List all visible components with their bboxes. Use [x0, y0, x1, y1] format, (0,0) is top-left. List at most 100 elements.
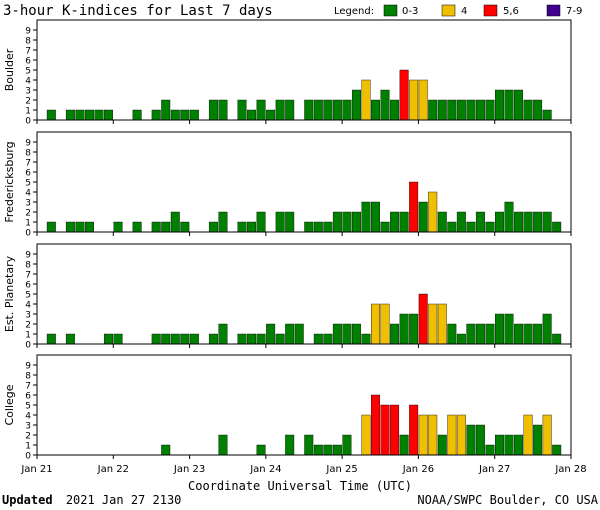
k-index-bar: [495, 313, 504, 345]
k-index-bar: [332, 444, 342, 456]
k-index-bar: [380, 221, 390, 233]
k-index-bar: [247, 333, 257, 345]
k-index-bar: [475, 323, 485, 345]
k-index-bar: [399, 211, 409, 233]
k-index-bar: [485, 444, 495, 456]
k-index-bar: [504, 201, 514, 233]
k-index-bar: [180, 221, 190, 233]
k-index-bar: [447, 221, 457, 233]
y-tick-label: 4: [25, 412, 31, 422]
k-index-bar: [180, 109, 190, 121]
k-index-bar: [218, 434, 228, 456]
k-index-bar: [437, 211, 447, 233]
y-tick-label: 2: [25, 209, 31, 219]
y-tick-label: 4: [25, 189, 31, 199]
k-index-bar: [418, 79, 428, 121]
k-index-bar: [304, 434, 314, 456]
k-index-bar: [390, 404, 400, 456]
k-index-bar: [132, 221, 142, 233]
k-index-bar: [304, 221, 314, 233]
station-label: Boulder: [3, 48, 16, 91]
k-index-bar: [151, 109, 161, 121]
k-index-bar: [208, 333, 218, 345]
k-index-bar: [428, 414, 438, 456]
k-index-bar: [247, 109, 257, 121]
k-index-bar: [285, 323, 295, 345]
k-index-bar: [466, 424, 476, 456]
k-index-bar: [542, 313, 552, 345]
k-index-bar: [523, 211, 533, 233]
y-tick-label: 6: [25, 281, 31, 291]
k-index-bar: [399, 313, 409, 345]
k-index-bar: [361, 201, 371, 233]
k-index-bar: [323, 99, 333, 121]
k-index-bar: [351, 323, 361, 345]
k-index-bar: [218, 99, 228, 121]
footer-credit: NOAA/SWPC Boulder, CO USA: [417, 493, 598, 507]
k-index-bar: [504, 313, 514, 345]
k-index-bar: [552, 444, 562, 456]
k-index-bar: [161, 221, 171, 233]
k-index-bar: [94, 109, 104, 121]
x-tick-label: Jan 27: [478, 464, 510, 475]
y-tick-label: 0: [25, 229, 31, 239]
k-index-bar: [256, 99, 266, 121]
k-index-bar: [180, 333, 190, 345]
k-index-bar: [533, 211, 543, 233]
k-index-bar: [428, 99, 438, 121]
station-label: Est. Planetary: [3, 255, 16, 332]
k-index-bar: [342, 434, 352, 456]
y-tick-label: 9: [25, 139, 31, 149]
k-index-bar: [466, 221, 476, 233]
k-index-bar: [495, 434, 504, 456]
k-index-bar: [65, 109, 75, 121]
y-tick-label: 3: [25, 199, 31, 209]
x-tick-label: Jan 28: [554, 464, 586, 475]
k-index-bar: [418, 201, 428, 233]
k-index-bar: [65, 221, 75, 233]
k-index-bar: [504, 89, 514, 121]
k-index-bar: [361, 333, 371, 345]
k-index-bar: [399, 434, 409, 456]
k-index-bar: [323, 444, 333, 456]
k-index-bar: [371, 201, 380, 233]
k-index-bar: [437, 303, 447, 345]
y-tick-label: 2: [25, 432, 31, 442]
k-index-bar: [170, 333, 180, 345]
k-index-bar: [237, 99, 247, 121]
k-index-bar: [208, 99, 218, 121]
y-tick-label: 0: [25, 341, 31, 351]
k-index-bar: [189, 109, 199, 121]
k-index-bar: [495, 89, 504, 121]
k-index-bar: [170, 109, 180, 121]
k-index-bar: [371, 394, 380, 456]
k-index-bar: [285, 211, 295, 233]
k-index-bar: [313, 221, 323, 233]
k-index-bar: [552, 333, 562, 345]
k-index-bar: [504, 434, 514, 456]
y-tick-label: 5: [25, 402, 31, 412]
k-index-bar: [161, 333, 171, 345]
k-index-bar: [266, 323, 276, 345]
y-tick-label: 2: [25, 321, 31, 331]
y-tick-label: 9: [25, 251, 31, 261]
k-index-bar: [447, 99, 457, 121]
k-index-bar: [466, 323, 476, 345]
k-index-bar: [313, 444, 323, 456]
station-label: College: [3, 384, 16, 425]
y-tick-label: 1: [25, 107, 31, 117]
k-index-bar: [485, 323, 495, 345]
y-tick-label: 0: [25, 452, 31, 462]
k-index-bar: [380, 303, 390, 345]
k-index-bar: [466, 99, 476, 121]
k-index-bar: [475, 99, 485, 121]
x-tick-label: Jan 24: [249, 464, 281, 475]
k-index-bar: [456, 99, 466, 121]
k-index-bar: [447, 323, 457, 345]
k-index-bar: [332, 211, 342, 233]
k-index-bar: [390, 211, 400, 233]
